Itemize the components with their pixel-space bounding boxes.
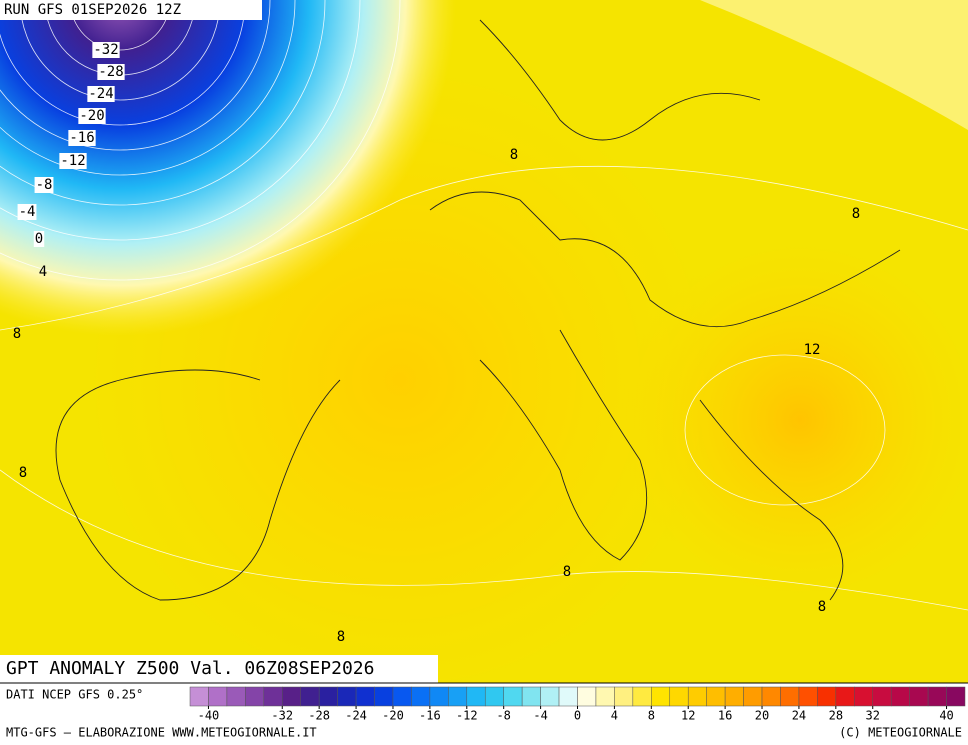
map: -32 -28 -24 -20 -16 -12 -8-4 0 4 8 8 8 12 8 8 8 8 RUN GF… — [0, 0, 968, 683]
colorbar-tick-label: 16 — [718, 709, 732, 723]
colorbar-swatch — [854, 686, 873, 707]
colorbar-swatch — [946, 686, 966, 707]
colorbar-swatch — [614, 686, 634, 707]
contour-label-box — [87, 86, 115, 102]
colorbar-swatch — [245, 686, 265, 707]
colorbar-tick-label: 4 — [611, 709, 618, 723]
colorbar-swatch — [632, 686, 652, 707]
colorbar-swatch — [411, 686, 431, 707]
colorbar-swatch — [761, 686, 781, 707]
contour-label: 0 — [35, 231, 43, 247]
contour-label: -12 — [60, 153, 85, 169]
colorbar-swatch — [798, 686, 818, 707]
colorbar-swatch — [466, 686, 486, 707]
colorbar-tick-label: 40 — [939, 709, 953, 723]
contour-label: 8 — [337, 629, 345, 645]
colorbar-swatch — [392, 686, 412, 707]
colorbar-tick-label: -28 — [308, 709, 330, 723]
colorbar-swatch — [521, 686, 541, 707]
colorbar-swatch — [706, 686, 726, 707]
colorbar-swatch — [226, 686, 246, 707]
colorbar-swatch — [540, 686, 560, 707]
colorbar-tick-label: -8 — [496, 709, 510, 723]
colorbar-swatch — [872, 686, 892, 707]
colorbar-swatch — [780, 686, 800, 707]
colorbar-tick-label: -32 — [271, 709, 293, 723]
contour-label: 8 — [563, 564, 571, 580]
colorbar-swatch — [208, 686, 228, 707]
colorbar-swatch — [300, 686, 320, 707]
colorbar-swatch — [687, 686, 707, 707]
colorbar-swatch — [263, 686, 283, 707]
colorbar-swatch — [669, 686, 689, 707]
contour-label-box — [78, 108, 106, 124]
colorbar-tick-label: -16 — [419, 709, 441, 723]
run-label: RUN GFS 01SEP2026 12Z — [4, 2, 181, 18]
colorbar-swatch — [448, 686, 468, 707]
contour-label-box — [68, 130, 96, 146]
contour-label: 8 — [852, 206, 860, 222]
contour-label-box — [97, 64, 125, 80]
contour-label: 12 — [804, 342, 821, 358]
contour-label-box — [34, 177, 54, 193]
colorbar-swatch — [743, 686, 763, 707]
colorbar-tick-label: 28 — [829, 709, 843, 723]
colorbar-tick-label: -4 — [533, 709, 547, 723]
contour-label: -16 — [69, 130, 94, 146]
source-label: DATI NCEP GFS 0.25° — [6, 688, 143, 702]
colorbar-swatch — [595, 686, 615, 707]
colorbar-tick-label: 24 — [792, 709, 806, 723]
colorbar-swatch — [817, 686, 837, 707]
colorbar-swatch — [909, 686, 929, 707]
contour-label: 4 — [39, 264, 47, 280]
colorbar-tick-label: -24 — [345, 709, 367, 723]
contour-label-box — [33, 231, 45, 247]
colorbar-swatch — [282, 686, 301, 707]
footer-left: MTG-GFS – ELABORAZIONE WWW.METEOGIORNALE… — [6, 726, 317, 740]
colorbar-tick-label: 8 — [648, 709, 655, 723]
colorbar-swatch — [651, 686, 671, 707]
colorbar-swatch — [189, 686, 209, 707]
colorbar-swatch — [577, 686, 597, 707]
colorbar-swatch — [429, 686, 449, 707]
title-box — [0, 655, 438, 683]
colorbar-swatch — [484, 686, 504, 707]
colorbar-swatch — [355, 686, 375, 707]
colorbar-swatch — [337, 686, 357, 707]
colorbar: -40 -32 -28 -24 -20 -16 -12 -8 -4 0 4 8 12 16 20 24 28 32… — [189, 686, 966, 723]
contour-label: 8 — [510, 147, 518, 163]
colorbar-swatch — [503, 686, 523, 707]
colorbar-swatch — [558, 686, 578, 707]
colorbar-swatch — [724, 686, 744, 707]
contour-label: 8 — [19, 465, 27, 481]
colorbar-swatch — [927, 686, 947, 707]
colorbar-tick-label: 32 — [866, 709, 880, 723]
colorbar-tick-label: -12 — [456, 709, 478, 723]
colorbar-tick-label: -20 — [382, 709, 404, 723]
contour-label: -32 — [93, 42, 118, 58]
colorbar-swatch — [318, 686, 338, 707]
contour-label-box — [92, 42, 120, 58]
contour-label: -20 — [79, 108, 104, 124]
footer-right: (C) METEOGIORNALE — [839, 726, 962, 740]
contour-label-box — [59, 153, 87, 169]
contour-label: -24 — [88, 86, 113, 102]
colorbar-tick-label: -40 — [198, 709, 220, 723]
run-box — [0, 0, 262, 20]
contour-labels: -32 -28 -24 -20 -16 -12 -8-4 0 4 8 8 8 12 8 8 8 8 — [13, 42, 860, 645]
map-title: GPT ANOMALY Z500 Val. 06Z08SEP2026 — [6, 658, 374, 679]
contour-label-box — [17, 204, 37, 220]
contour-label: -8 — [36, 177, 53, 193]
colorbar-tick-label: 0 — [574, 709, 581, 723]
colorbar-tick-label: 12 — [681, 709, 695, 723]
contour-label: 8 — [13, 326, 21, 342]
colorbar-swatch — [374, 686, 394, 707]
colorbar-swatch — [835, 686, 855, 707]
colorbar-tick-label: 20 — [755, 709, 769, 723]
contour-label: 8 — [818, 599, 826, 615]
contour-label: -28 — [98, 64, 123, 80]
contour-label: -4 — [19, 204, 36, 220]
colorbar-swatch — [890, 686, 910, 707]
